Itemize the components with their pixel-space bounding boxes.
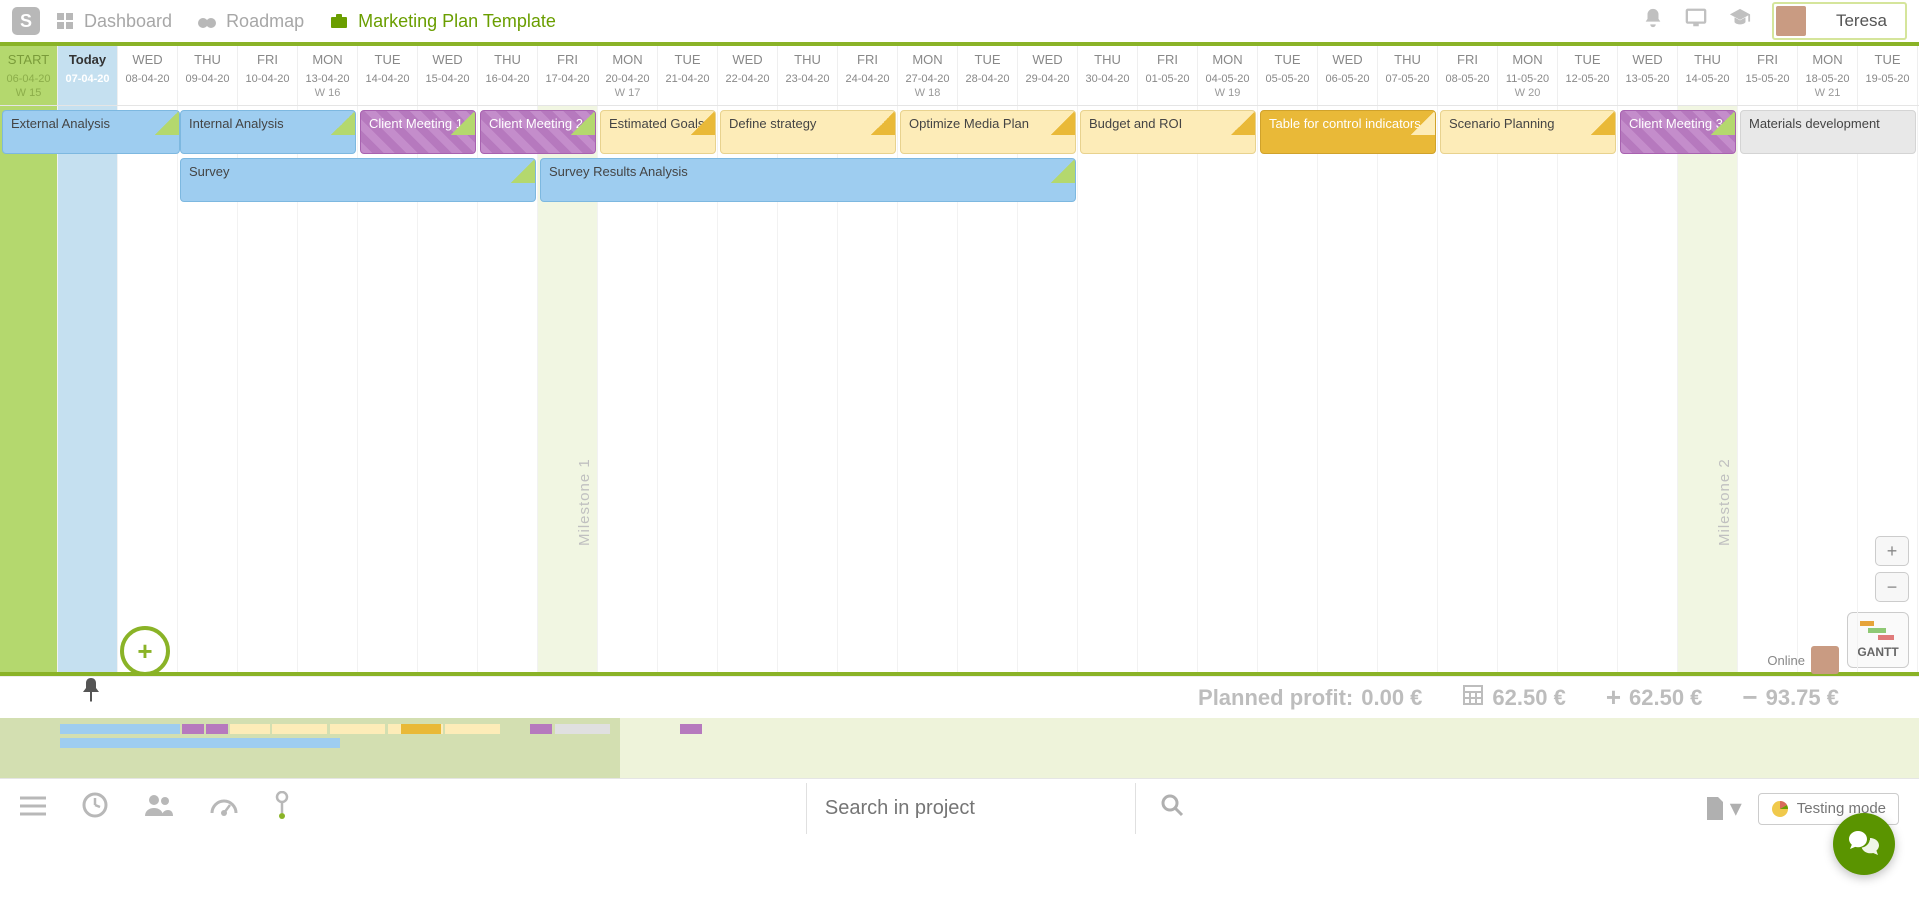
timeline-col-30[interactable]: MON18-05-20W 21 [1798, 46, 1858, 105]
task-client-meeting-1[interactable]: Client Meeting 1 [360, 110, 476, 154]
timeline-col-5[interactable]: MON13-04-20W 16 [298, 46, 358, 105]
timeline-col-15[interactable]: MON27-04-20W 18 [898, 46, 958, 105]
planned-profit-value: 0.00 € [1361, 685, 1422, 711]
milestone-icon[interactable] [274, 791, 290, 826]
users-icon[interactable] [144, 793, 174, 824]
gantt-chart[interactable]: Invite to project + + − GANTT Online Ext… [0, 106, 1919, 676]
task-define-strategy[interactable]: Define strategy [720, 110, 896, 154]
timeline-col-8[interactable]: THU16-04-20 [478, 46, 538, 105]
pin-icon[interactable] [82, 678, 100, 708]
profit-calc-value: 62.50 € [1492, 685, 1565, 711]
gauge-icon[interactable] [210, 793, 238, 824]
timeline-col-14[interactable]: FRI24-04-20 [838, 46, 898, 105]
profit-summary-bar: Planned profit: 0.00 € 62.50 € + 62.50 €… [0, 676, 1919, 718]
milestone-label: Milestone 2 [1716, 458, 1733, 546]
app-logo[interactable]: S [12, 7, 40, 35]
task-optimize-media-plan[interactable]: Optimize Media Plan [900, 110, 1076, 154]
calculator-icon [1462, 684, 1484, 712]
minus-icon: − [1742, 682, 1757, 713]
profit-minus: − 93.75 € [1742, 682, 1839, 713]
dashboard-icon [54, 10, 76, 32]
task-client-meeting-2[interactable]: Client Meeting 2 [480, 110, 596, 154]
planned-profit-label: Planned profit: [1198, 685, 1353, 711]
timeline-col-27[interactable]: WED13-05-20 [1618, 46, 1678, 105]
timeline-col-22[interactable]: WED06-05-20 [1318, 46, 1378, 105]
chat-icon [1848, 829, 1880, 859]
timeline-col-28[interactable]: THU14-05-20 [1678, 46, 1738, 105]
user-menu[interactable]: Teresa [1772, 2, 1907, 40]
profit-minus-value: 93.75 € [1766, 685, 1839, 711]
plus-icon: + [1606, 682, 1621, 713]
timeline-col-24[interactable]: FRI08-05-20 [1438, 46, 1498, 105]
timeline-col-3[interactable]: THU09-04-20 [178, 46, 238, 105]
graduation-icon[interactable] [1728, 7, 1752, 35]
timeline-col-10[interactable]: MON20-04-20W 17 [598, 46, 658, 105]
timeline-col-7[interactable]: WED15-04-20 [418, 46, 478, 105]
nav-dashboard[interactable]: Dashboard [54, 10, 172, 32]
pie-icon [1771, 800, 1789, 818]
mini-timeline[interactable] [0, 718, 1919, 778]
profit-plus-value: 62.50 € [1629, 685, 1702, 711]
task-materials-development[interactable]: Materials development [1740, 110, 1916, 154]
binoculars-icon [196, 10, 218, 32]
task-internal-analysis[interactable]: Internal Analysis [180, 110, 356, 154]
document-menu[interactable]: ▾ [1704, 794, 1742, 823]
user-avatar [1776, 6, 1806, 36]
profit-calc: 62.50 € [1462, 684, 1565, 712]
timeline-col-19[interactable]: FRI01-05-20 [1138, 46, 1198, 105]
timeline-col-20[interactable]: MON04-05-20W 19 [1198, 46, 1258, 105]
timeline-col-9[interactable]: FRI17-04-20 [538, 46, 598, 105]
nav-project[interactable]: Marketing Plan Template [328, 10, 556, 32]
top-navbar: S Dashboard Roadmap Marketing Plan Templ… [0, 0, 1919, 46]
timeline-col-31[interactable]: TUE19-05-20 [1858, 46, 1918, 105]
clock-icon[interactable] [82, 792, 108, 825]
timeline-col-29[interactable]: FRI15-05-20 [1738, 46, 1798, 105]
task-scenario-planning[interactable]: Scenario Planning [1440, 110, 1616, 154]
task-table-for-control-indicators[interactable]: Table for control indicators [1260, 110, 1436, 154]
nav-roadmap-label: Roadmap [226, 11, 304, 32]
timeline-col-13[interactable]: THU23-04-20 [778, 46, 838, 105]
milestone-label: Milestone 1 [576, 458, 593, 546]
timeline-col-6[interactable]: TUE14-04-20 [358, 46, 418, 105]
timeline-col-21[interactable]: TUE05-05-20 [1258, 46, 1318, 105]
timeline-col-12[interactable]: WED22-04-20 [718, 46, 778, 105]
nav-roadmap[interactable]: Roadmap [196, 10, 304, 32]
search-icon[interactable] [1160, 793, 1184, 824]
task-external-analysis[interactable]: External Analysis [2, 110, 180, 154]
search-input[interactable] [806, 783, 1136, 834]
task-client-meeting-3[interactable]: Client Meeting 3 [1620, 110, 1736, 154]
timeline-col-1[interactable]: Today07-04-20 [58, 46, 118, 105]
task-survey-results-analysis[interactable]: Survey Results Analysis [540, 158, 1076, 202]
monitor-icon[interactable] [1684, 7, 1708, 35]
bell-icon[interactable] [1642, 7, 1664, 35]
timeline-col-18[interactable]: THU30-04-20 [1078, 46, 1138, 105]
task-estimated-goals[interactable]: Estimated Goals [600, 110, 716, 154]
planned-profit: Planned profit: 0.00 € [1198, 685, 1422, 711]
timeline-col-17[interactable]: WED29-04-20 [1018, 46, 1078, 105]
task-survey[interactable]: Survey [180, 158, 536, 202]
briefcase-icon [328, 10, 350, 32]
timeline-col-4[interactable]: FRI10-04-20 [238, 46, 298, 105]
list-view-icon[interactable] [20, 793, 46, 824]
timeline-header: START06-04-20W 15Today07-04-20WED08-04-2… [0, 46, 1919, 106]
chat-button[interactable] [1833, 813, 1895, 875]
bottom-toolbar: ▾ Testing mode [0, 778, 1919, 838]
timeline-col-11[interactable]: TUE21-04-20 [658, 46, 718, 105]
timeline-col-26[interactable]: TUE12-05-20 [1558, 46, 1618, 105]
user-name: Teresa [1836, 11, 1887, 31]
timeline-col-0[interactable]: START06-04-20W 15 [0, 46, 58, 105]
timeline-col-25[interactable]: MON11-05-20W 20 [1498, 46, 1558, 105]
timeline-col-16[interactable]: TUE28-04-20 [958, 46, 1018, 105]
timeline-col-23[interactable]: THU07-05-20 [1378, 46, 1438, 105]
profit-plus: + 62.50 € [1606, 682, 1703, 713]
nav-dashboard-label: Dashboard [84, 11, 172, 32]
task-budget-and-roi[interactable]: Budget and ROI [1080, 110, 1256, 154]
timeline-col-2[interactable]: WED08-04-20 [118, 46, 178, 105]
nav-project-label: Marketing Plan Template [358, 11, 556, 32]
